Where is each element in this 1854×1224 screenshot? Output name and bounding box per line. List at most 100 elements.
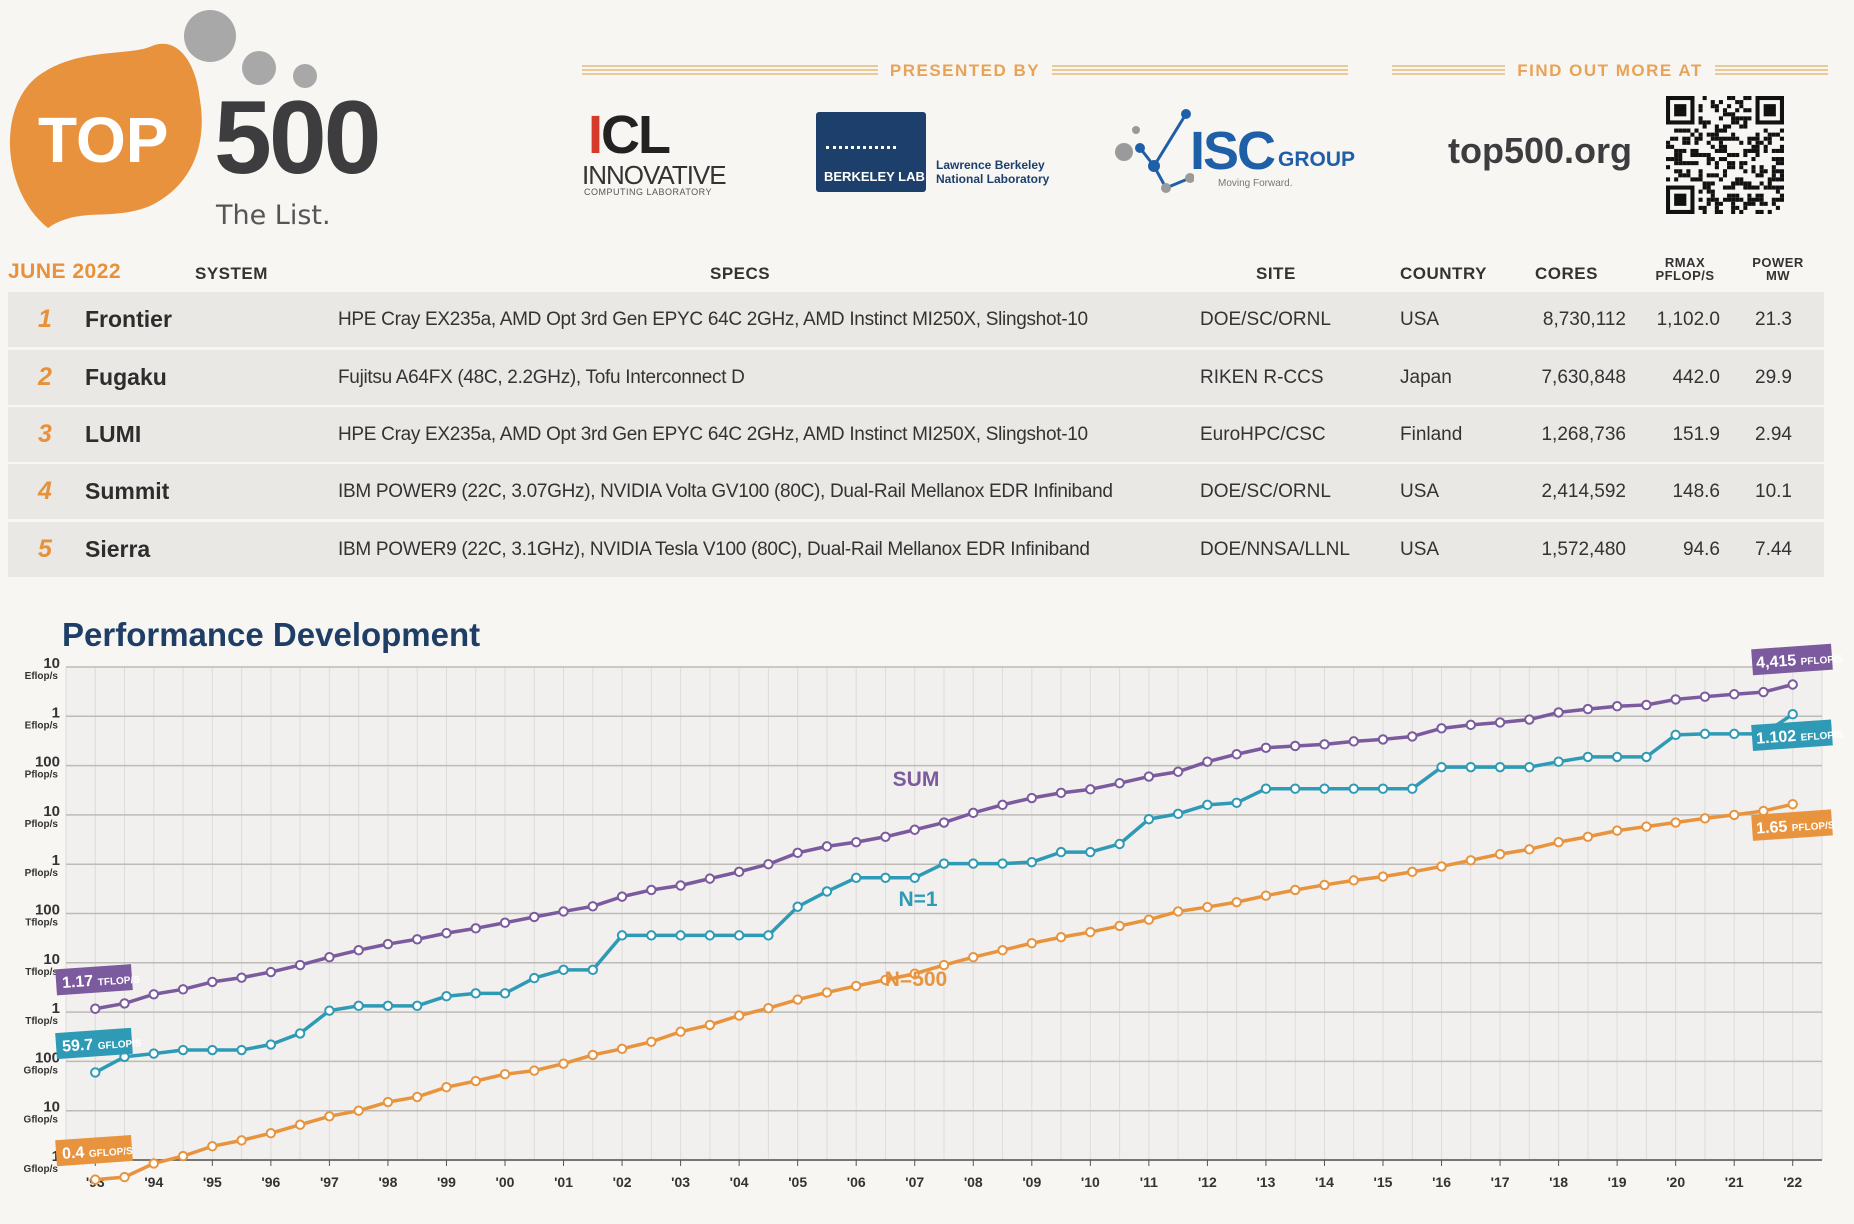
series-label: SUM <box>893 768 940 791</box>
data-point <box>997 799 1008 811</box>
data-point <box>558 964 569 976</box>
data-point <box>1026 937 1038 949</box>
header-site: SITE <box>1256 264 1296 283</box>
data-point <box>1436 723 1447 734</box>
data-point <box>763 1002 774 1014</box>
data-point <box>821 841 833 852</box>
data-point <box>1085 926 1096 938</box>
series-start-value: 0.4 GFLOP/S <box>62 1141 134 1163</box>
header-power-unit: MW <box>1765 268 1791 283</box>
data-point <box>90 1003 101 1014</box>
berkeley-lab-line1: Lawrence Berkeley <box>936 158 1045 172</box>
data-point <box>353 1105 364 1116</box>
berkeley-lab-logo: BERKELEY LAB Lawrence Berkeley National … <box>816 112 1076 192</box>
system-specs: HPE Cray EX235a, AMD Opt 3rd Gen EPYC 64… <box>338 309 1088 330</box>
data-point <box>1729 689 1740 700</box>
data-point <box>236 972 247 983</box>
data-point <box>1260 783 1272 794</box>
system-rmax: 1,102.0 <box>1656 309 1720 330</box>
data-point <box>294 1028 306 1039</box>
data-point <box>148 1048 160 1059</box>
data-point <box>1553 707 1564 718</box>
data-point <box>558 906 569 917</box>
data-point <box>997 945 1008 956</box>
data-point <box>1143 914 1155 925</box>
data-point <box>470 988 481 999</box>
data-point <box>119 998 130 1009</box>
system-specs: IBM POWER9 (22C, 3.07GHz), NVIDIA Volta … <box>338 481 1113 502</box>
data-point <box>1085 846 1096 858</box>
data-point <box>382 1096 394 1108</box>
rank-number: 1 <box>38 305 52 333</box>
data-point <box>558 1058 569 1069</box>
x-tick-label: '21 <box>1725 1174 1744 1190</box>
data-point <box>1582 703 1594 715</box>
isc-logo-tagline: Moving Forward. <box>1218 178 1293 189</box>
logo-tagline: The List. <box>216 200 331 231</box>
data-point <box>499 1069 511 1080</box>
system-specs: IBM POWER9 (22C, 3.1GHz), NVIDIA Tesla V… <box>338 539 1090 560</box>
data-point <box>792 901 803 912</box>
isc-group-logo: ISC GROUP Moving Forward. <box>1110 108 1355 198</box>
data-point <box>148 989 160 1000</box>
y-tick-value: 10 <box>43 803 60 820</box>
data-point <box>1055 787 1067 799</box>
data-point <box>1026 856 1038 868</box>
x-tick-label: '11 <box>1140 1174 1158 1190</box>
system-country: Japan <box>1400 367 1452 388</box>
table-row: 2 Fugaku Fujitsu A64FX (48C, 2.2GHz), Tofu… <box>8 350 1824 405</box>
berkeley-lab-line2: National Laboratory <box>936 172 1050 186</box>
data-point <box>968 807 979 819</box>
series-label: N=1 <box>898 888 937 911</box>
series-end-badge: 1.102 EFLOP/S <box>1751 719 1844 751</box>
data-point <box>148 1158 160 1169</box>
data-point <box>236 1044 247 1056</box>
system-country: USA <box>1400 481 1440 502</box>
rank-number: 3 <box>38 420 52 448</box>
system-site: RIKEN R-CCS <box>1200 367 1324 388</box>
top500-logo-graphic: TOP <box>9 10 317 228</box>
series-start-badge: 1.17 TFLOP/S <box>55 964 141 996</box>
data-point <box>1407 866 1418 878</box>
data-point <box>1582 751 1594 763</box>
data-point <box>1026 792 1038 804</box>
icl-logo-caption: COMPUTING LABORATORY <box>584 187 713 197</box>
data-point <box>265 966 277 978</box>
header-power-label: POWER <box>1752 255 1804 270</box>
x-tick-label: '10 <box>1081 1174 1100 1190</box>
data-point <box>909 872 920 883</box>
system-name: LUMI <box>85 421 142 447</box>
data-point <box>1611 825 1623 836</box>
system-cores: 7,630,848 <box>1541 367 1626 388</box>
presented-by-band: PRESENTED BY <box>582 60 1348 82</box>
data-point <box>1729 809 1740 821</box>
data-point <box>733 930 745 941</box>
system-site: DOE/SC/ORNL <box>1200 481 1331 502</box>
data-point <box>412 1091 423 1103</box>
series-end-badge: 1.65 PFLOP/S <box>1751 809 1835 841</box>
data-point <box>1494 717 1506 728</box>
data-point <box>470 923 481 934</box>
x-tick-label: '04 <box>730 1174 749 1190</box>
table-row: 3 LUMI HPE Cray EX235a, AMD Opt 3rd Gen EP… <box>8 407 1824 462</box>
data-point <box>177 1150 189 1162</box>
data-point <box>1699 691 1711 702</box>
header-power: POWER MW <box>1738 256 1818 282</box>
data-point <box>1172 808 1184 820</box>
data-point <box>733 866 745 878</box>
x-tick-label: '13 <box>1256 1174 1275 1190</box>
data-point <box>1348 783 1359 794</box>
data-point <box>324 951 335 963</box>
data-point <box>1319 739 1330 750</box>
data-point <box>1699 813 1711 824</box>
top500-url[interactable]: top500.org <box>1448 130 1633 171</box>
data-point <box>1729 728 1740 740</box>
data-point <box>616 930 628 941</box>
data-point <box>1465 719 1477 731</box>
y-tick-value: 100 <box>35 754 60 771</box>
data-point <box>938 858 950 869</box>
system-specs: Fujitsu A64FX (48C, 2.2GHz), Tofu Interc… <box>338 367 745 388</box>
y-tick-unit: Gflop/s <box>24 1065 59 1076</box>
data-point <box>1758 686 1769 698</box>
data-point <box>851 872 862 883</box>
